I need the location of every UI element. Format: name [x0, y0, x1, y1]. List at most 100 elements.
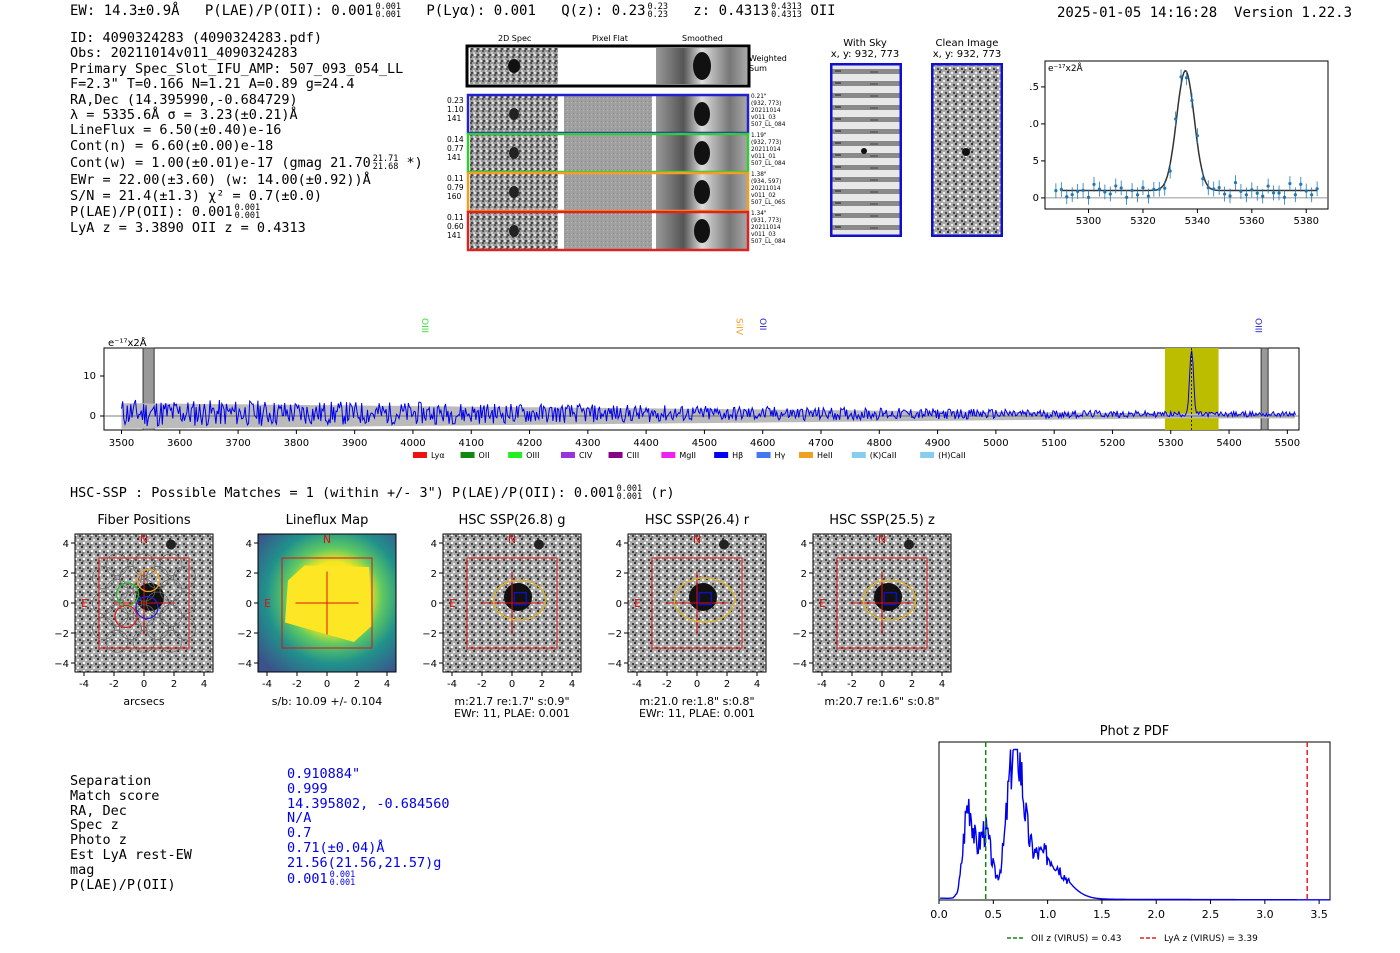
hsc-cutout-panel: N E -4 -2 0 2 4 4 2 0 −2 −4	[422, 533, 582, 690]
zoom-data-point	[1086, 195, 1091, 199]
z-line-name: OII	[810, 3, 836, 19]
clean-image	[931, 63, 1003, 237]
hsc-ytick: −2	[237, 629, 252, 640]
match-value: 0.910884"	[287, 766, 361, 782]
legend-label: HeII	[817, 451, 833, 460]
legend-swatch	[798, 452, 813, 458]
hsc-ytick: −4	[607, 659, 622, 670]
z-value: z: 0.4313	[693, 3, 770, 19]
plae-value: P(LAE)/P(OII): 0.001	[204, 3, 374, 19]
photz-xtick: 1.5	[1093, 908, 1111, 921]
wide-xtick: 4100	[459, 438, 484, 449]
match-label: mag	[70, 861, 95, 878]
zoom-data-point	[1135, 193, 1140, 197]
hsc-ytick: 4	[63, 539, 69, 550]
legend-label: (K)CaII	[870, 451, 897, 460]
cutout-row-frame	[466, 210, 750, 252]
cont-w: Cont(w) = 1.00(±0.01)e-17 (gmag 21.70 21.…	[70, 154, 423, 173]
hsc-ytick: 0	[63, 599, 69, 610]
spectral-line-label: OIII	[419, 318, 429, 333]
zoom-data-point	[1103, 190, 1107, 194]
zoom-data-point	[1125, 195, 1129, 199]
zoom-data-point	[1092, 182, 1096, 186]
hsc-xtick: 4	[754, 679, 760, 690]
photz-plot: 0.0 0.5 1.0 1.5 2.0 2.5 3.0 3.5 OII z (VIRUS) =…	[930, 741, 1331, 944]
fiber-circle	[159, 629, 183, 653]
fiber-orange	[136, 568, 161, 593]
fiber-blue	[135, 595, 159, 620]
lya-oii-z: LyA z = 3.3890 OII z = 0.4313	[70, 219, 306, 236]
fiber-circle	[146, 591, 169, 615]
cont-n: Cont(n) = 6.60(±0.00)e-18	[70, 137, 274, 154]
zoom-data-point	[1059, 187, 1063, 192]
fiber-circle	[105, 578, 129, 602]
hsc-xtick: 4	[384, 679, 390, 690]
hsc-ytick: −4	[54, 659, 69, 670]
legend-label: OIII	[526, 451, 539, 460]
hsc-cutout-panel: N E -4 -2 0 2 4 4 2 0 −2 −4	[237, 533, 397, 690]
detection-info: ID: 4090324283 (4090324283.pdf) Obs: 202…	[70, 30, 423, 236]
match-label: Photo z	[70, 832, 127, 849]
aperture-ellipse	[492, 579, 547, 621]
weighted-sum-label: Weighted Sum	[749, 54, 787, 73]
east-label: E	[449, 597, 456, 610]
ew-value: EW: 14.3±0.9Å	[70, 3, 180, 19]
wide-xtick: 5100	[1041, 438, 1066, 449]
zoom-xtick: 5340	[1185, 216, 1210, 227]
spectral-line-label: SiIV	[734, 318, 744, 336]
hsc-xtick: -2	[847, 679, 857, 690]
hsc-xtick: -2	[477, 679, 487, 690]
match-label: Est LyA rest-EW	[70, 846, 192, 863]
fiber-circle	[173, 591, 196, 615]
hsc-ytick: 2	[616, 569, 622, 580]
timestamp-version: 2025-01-05 14:16:28 Version 1.22.3	[1057, 5, 1352, 21]
wide-xtick: 3900	[342, 438, 367, 449]
cutout-row-stats: 0.11 0.79 160	[447, 174, 464, 201]
photz-xtick: 0.5	[985, 908, 1003, 921]
hsc-panel-caption: arcsecs	[123, 695, 165, 708]
legend-label: Lyα	[431, 451, 445, 460]
fiber-circle	[132, 629, 156, 653]
match-label: Separation	[70, 773, 152, 789]
zoom-data-point	[1141, 186, 1145, 190]
photz-xtick: 3.5	[1310, 908, 1328, 921]
hsc-ytick: 0	[616, 599, 622, 610]
hsc-xtick: 4	[201, 679, 207, 690]
cutout-rows	[466, 93, 750, 252]
wide-xtick: 4400	[633, 438, 658, 449]
hsc-xtick: -2	[662, 679, 672, 690]
zoom-data-point	[1114, 184, 1118, 188]
photz-title: Phot z PDF	[1099, 724, 1170, 739]
match-labels: Separation Match score RA, Dec Spec z Photo …	[70, 774, 192, 892]
hsc-ytick: −2	[607, 629, 622, 640]
legend-oii: OII z (VIRUS) = 0.43	[1031, 934, 1122, 944]
zoom-line-plot: e⁻¹⁷x2Å 5300 5320 5340 5360 5380 15 10 5 0	[1030, 60, 1329, 227]
zoom-data-point	[1250, 188, 1254, 192]
hsc-xtick: 0	[879, 679, 885, 690]
zoom-data-point	[1282, 195, 1287, 199]
hsc-cutout-panel: N E -4 -2 0 2 4 4 2 0 −2 −4	[792, 533, 952, 690]
hsc-ytick: 4	[431, 539, 437, 550]
match-marker	[698, 592, 712, 606]
hsc-title: HSC-SSP : Possible Matches = 1 (within +…	[70, 484, 675, 502]
hsc-panel-title: HSC SSP(26.4) r	[644, 513, 750, 528]
spectrum-line	[121, 350, 1296, 427]
fiber-circle	[105, 553, 129, 577]
zoom-data-point	[1271, 191, 1276, 195]
hsc-ytick: 0	[801, 599, 807, 610]
zoom-xtick: 5300	[1076, 216, 1101, 227]
hsc-ytick: 2	[431, 569, 437, 580]
signal-noise: S/N = 21.4(±1.3) χ² = 0.7(±0.0)	[70, 187, 322, 204]
hsc-panel-caption: m:20.7 re:1.6" s:0.8"	[824, 695, 940, 708]
wide-xtick: 3700	[225, 438, 250, 449]
zoom-data-point	[1206, 186, 1210, 190]
wide-unit: e⁻¹⁷x2Å	[108, 336, 147, 349]
masked-region	[1260, 347, 1269, 431]
match-values: 0.910884" 0.999 14.395802, -0.684560 N/A 0.7…	[287, 767, 450, 889]
zoom-data-point	[1108, 192, 1112, 196]
hsc-xtick: 2	[354, 679, 360, 690]
legend-swatch	[920, 452, 935, 458]
wide-xtick: 4600	[750, 438, 775, 449]
zoom-data-point	[1233, 180, 1238, 185]
fiber-circle	[119, 566, 142, 589]
